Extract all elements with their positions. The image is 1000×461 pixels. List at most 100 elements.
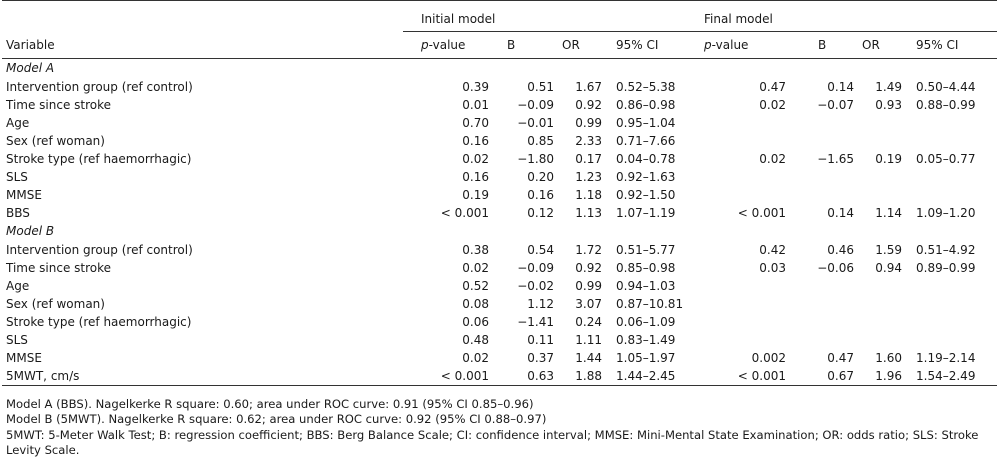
final-or-cell bbox=[858, 132, 906, 150]
initial-b-cell: 0.85 bbox=[527, 134, 554, 148]
table-row: Age 0.52 −0.02 0.99 0.94–1.03 bbox=[2, 277, 997, 295]
table-row: Time since stroke 0.01 −0.09 0.92 0.86–0.98 0… bbox=[2, 96, 997, 114]
final-p-value-cell: 0.002 bbox=[751, 351, 787, 365]
model-b-note: Model B (5MWT). Nagelkerke R square: 0.6… bbox=[6, 412, 547, 427]
final-b-cell bbox=[800, 313, 858, 331]
initial-or-cell: 0.99 bbox=[575, 116, 602, 130]
initial-ci-cell: 0.87–10.81 bbox=[616, 297, 684, 311]
initial-b-cell: 0.20 bbox=[527, 170, 554, 184]
variable-cell: Age bbox=[6, 279, 30, 293]
table-row: Intervention group (ref control) 0.39 0.51… bbox=[2, 78, 997, 96]
variable-cell: Stroke type (ref haemorrhagic) bbox=[6, 152, 192, 166]
variable-cell: SLS bbox=[6, 170, 28, 184]
final-or-cell: 1.96 bbox=[858, 367, 907, 386]
table-row: SLS 0.48 0.11 1.11 0.83–1.49 bbox=[2, 331, 997, 349]
final-or-cell bbox=[858, 331, 906, 349]
initial-b-cell: −0.09 bbox=[517, 98, 554, 112]
final-b-header: B bbox=[800, 31, 859, 59]
initial-or-cell: 1.44 bbox=[575, 351, 602, 365]
abbreviations-note: 5MWT: 5-Meter Walk Test; B: regression c… bbox=[6, 427, 979, 458]
table-body: Model A Intervention group (ref control) 0… bbox=[2, 59, 998, 386]
final-b-cell bbox=[800, 277, 858, 295]
variable-cell: Intervention group (ref control) bbox=[6, 80, 193, 94]
final-or-cell: 1.14 bbox=[875, 206, 903, 220]
variable-cell: Time since stroke bbox=[6, 98, 112, 112]
final-ci-cell bbox=[906, 331, 997, 349]
table-row: Sex (ref woman) 0.08 1.12 3.07 0.87–10.81 bbox=[2, 295, 997, 313]
final-ci-cell bbox=[906, 277, 997, 295]
variable-cell: Sex (ref woman) bbox=[6, 297, 105, 311]
initial-ci-cell: 0.04–0.78 bbox=[616, 152, 676, 166]
initial-b-cell: 0.37 bbox=[527, 351, 554, 365]
final-p-value-header: p-value bbox=[700, 31, 801, 59]
column-header-row: Variable p-value B OR 95% CI p-value B O… bbox=[2, 31, 998, 59]
final-or-header: OR bbox=[858, 31, 907, 59]
initial-or-cell: 1.11 bbox=[575, 333, 602, 347]
table-row: BBS < 0.001 0.12 1.13 1.07–1.19 < 0.001 0.14 1.… bbox=[2, 204, 997, 222]
initial-ci-cell: 0.52–5.38 bbox=[616, 80, 676, 94]
initial-ci-cell: 1.44–2.45 bbox=[606, 367, 701, 386]
initial-p-value-cell: 0.70 bbox=[462, 116, 489, 130]
variable-cell: MMSE bbox=[6, 188, 42, 202]
final-p-value-cell bbox=[700, 132, 800, 150]
final-b-cell bbox=[800, 168, 858, 186]
final-or-cell bbox=[858, 295, 906, 313]
initial-b-cell: −1.41 bbox=[517, 315, 554, 329]
final-or-cell bbox=[858, 114, 906, 132]
initial-ci-cell: 0.92–1.63 bbox=[616, 170, 676, 184]
initial-or-cell: 1.67 bbox=[575, 80, 602, 94]
initial-b-header: B bbox=[503, 31, 558, 59]
initial-p-value-cell: 0.16 bbox=[462, 134, 489, 148]
table-row: SLS 0.16 0.20 1.23 0.92–1.63 bbox=[2, 168, 997, 186]
final-ci-cell: 1.09–1.20 bbox=[916, 206, 976, 220]
final-or-cell: 1.60 bbox=[875, 351, 903, 365]
section-title: Model B bbox=[6, 224, 55, 238]
final-or-cell: 0.93 bbox=[875, 98, 903, 112]
final-ci-cell bbox=[906, 114, 997, 132]
table-row: MMSE 0.02 0.37 1.44 1.05–1.97 0.002 0.47 1.60 1.… bbox=[2, 349, 997, 367]
final-p-value-cell bbox=[700, 331, 800, 349]
final-or-cell: 0.94 bbox=[875, 261, 903, 275]
initial-p-value-cell: 0.48 bbox=[462, 333, 489, 347]
initial-b-cell: 0.54 bbox=[527, 243, 554, 257]
final-p-value-cell bbox=[700, 313, 800, 331]
initial-or-cell: 0.17 bbox=[575, 152, 602, 166]
final-b-cell: −0.06 bbox=[817, 261, 855, 275]
final-or-cell: 1.49 bbox=[875, 80, 903, 94]
final-p-value-cell bbox=[700, 277, 800, 295]
initial-ci-cell: 0.06–1.09 bbox=[616, 315, 676, 329]
initial-p-value-cell: 0.01 bbox=[462, 98, 489, 112]
final-ci-cell: 0.05–0.77 bbox=[916, 152, 976, 166]
final-p-value-cell: < 0.001 bbox=[700, 367, 801, 386]
initial-ci-cell: 0.83–1.49 bbox=[616, 333, 676, 347]
initial-or-cell: 2.33 bbox=[575, 134, 602, 148]
initial-model-header: Initial model bbox=[403, 0, 701, 32]
initial-p-value-cell: 0.52 bbox=[462, 279, 489, 293]
initial-ci-cell: 0.85–0.98 bbox=[616, 261, 676, 275]
final-b-cell: −0.07 bbox=[817, 98, 855, 112]
final-p-value-cell: 0.03 bbox=[759, 261, 787, 275]
final-or-cell: 1.59 bbox=[875, 243, 903, 257]
initial-or-cell: 0.92 bbox=[575, 98, 602, 112]
final-p-value-cell bbox=[700, 186, 800, 204]
initial-p-value-cell: 0.06 bbox=[462, 315, 489, 329]
final-ci-cell bbox=[906, 132, 997, 150]
final-or-cell bbox=[858, 277, 906, 295]
final-b-cell: 0.14 bbox=[827, 206, 855, 220]
section-header-row: Model A bbox=[2, 59, 997, 79]
section-title: Model A bbox=[6, 61, 55, 75]
initial-p-value-cell: 0.02 bbox=[462, 261, 489, 275]
table-row: Sex (ref woman) 0.16 0.85 2.33 0.71–7.66 bbox=[2, 132, 997, 150]
initial-ci-cell: 1.07–1.19 bbox=[616, 206, 676, 220]
variable-cell: Sex (ref woman) bbox=[6, 134, 105, 148]
final-ci-cell bbox=[906, 186, 997, 204]
variable-cell: BBS bbox=[6, 206, 30, 220]
final-p-value-cell: 0.02 bbox=[759, 152, 787, 166]
initial-ci-header: 95% CI bbox=[606, 31, 701, 59]
initial-b-cell: 1.12 bbox=[527, 297, 554, 311]
final-p-value-cell bbox=[700, 114, 800, 132]
final-ci-cell: 0.89–0.99 bbox=[916, 261, 976, 275]
final-b-cell: −1.65 bbox=[817, 152, 855, 166]
final-or-cell bbox=[858, 186, 906, 204]
initial-p-value-cell: < 0.001 bbox=[403, 367, 503, 386]
